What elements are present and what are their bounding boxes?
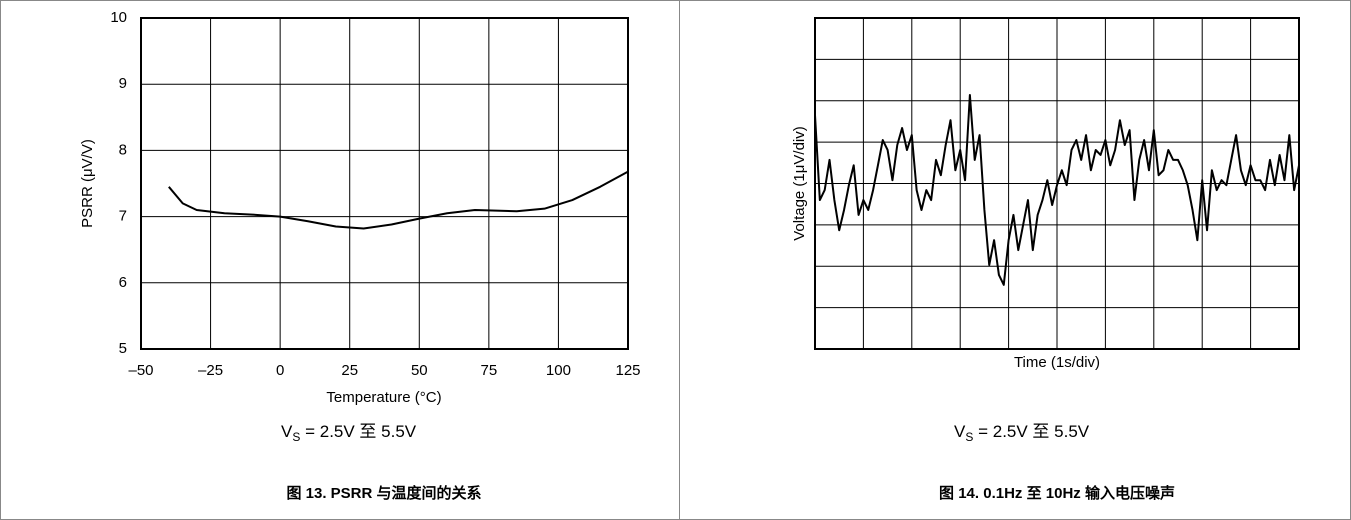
- x-axis-label: Temperature (°C): [326, 389, 441, 406]
- x-tick-label: 0: [276, 362, 284, 379]
- x-axis-label: Time (1s/div): [1014, 354, 1100, 371]
- y-tick-label: 9: [119, 75, 127, 92]
- x-tick-label: 75: [481, 362, 498, 379]
- x-tick-label: –25: [198, 362, 223, 379]
- x-tick-label: 25: [341, 362, 358, 379]
- condition-sub: S: [965, 430, 973, 444]
- y-tick-label: 10: [110, 9, 127, 26]
- y-tick-label: 7: [119, 208, 127, 225]
- plot-frame: [814, 17, 1300, 350]
- y-tick-label: 6: [119, 274, 127, 291]
- x-tick-label: 125: [615, 362, 640, 379]
- condition-sub: S: [292, 430, 300, 444]
- condition: VS = 2.5V 至 5.5V: [954, 422, 1090, 444]
- x-tick-label: 50: [411, 362, 428, 379]
- x-tick-label: 100: [546, 362, 571, 379]
- condition-rest: = 2.5V 至 5.5V: [973, 422, 1089, 441]
- y-axis-label: Voltage (1μV/div): [791, 126, 808, 241]
- y-tick-label: 5: [119, 340, 127, 357]
- y-tick-label: 8: [119, 141, 127, 158]
- condition-base: V: [281, 422, 293, 441]
- condition-base: V: [954, 422, 966, 441]
- condition-rest: = 2.5V 至 5.5V: [300, 422, 416, 441]
- data-line: [814, 93, 1300, 286]
- figure-caption: 图 13. PSRR 与温度间的关系: [286, 484, 481, 502]
- y-axis-label: PSRR (μV/V): [79, 139, 96, 228]
- x-tick-label: –50: [128, 362, 153, 379]
- condition: VS = 2.5V 至 5.5V: [281, 422, 417, 444]
- figure-caption: 图 14. 0.1Hz 至 10Hz 输入电压噪声: [939, 484, 1175, 502]
- plot-frame: [140, 17, 629, 350]
- data-line: [168, 170, 629, 230]
